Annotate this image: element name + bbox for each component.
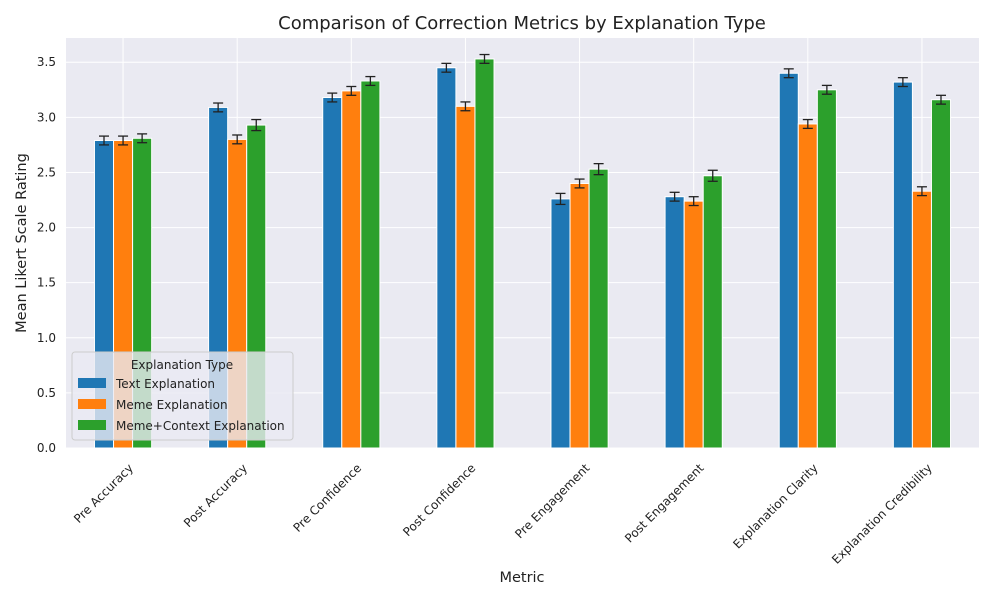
y-axis-label: Mean Likert Scale Rating: [14, 153, 30, 333]
y-tick-label: 3.0: [37, 110, 56, 124]
legend-label: Text Explanation: [115, 377, 215, 391]
y-tick-label: 1.5: [37, 276, 56, 290]
bar: [550, 198, 571, 449]
x-tick-label: Pre Engagement: [512, 461, 592, 541]
legend-label: Meme+Context Explanation: [116, 419, 285, 433]
x-tick-label: Post Accuracy: [181, 461, 250, 530]
x-tick-labels: Pre Accuracy Post Accuracy Pre Confidence P…: [71, 461, 935, 567]
legend-swatch: [78, 420, 106, 430]
x-tick-label: Pre Confidence: [290, 461, 364, 535]
legend-swatch: [78, 399, 106, 409]
legend-items: Text Explanation Meme Explanation Meme+Con…: [78, 377, 285, 433]
x-tick-label: Explanation Clarity: [730, 461, 820, 551]
bar: [892, 81, 913, 449]
bar: [474, 58, 495, 449]
bar: [930, 99, 952, 449]
bar: [455, 105, 476, 449]
y-tick-label: 2.0: [37, 221, 56, 235]
legend-label: Meme Explanation: [116, 398, 228, 412]
bar: [436, 67, 457, 449]
legend: Explanation Type Text Explanation Meme Ex…: [71, 351, 294, 441]
y-tick-label: 0.5: [37, 386, 56, 400]
bar: [683, 200, 704, 449]
bar: [816, 89, 837, 449]
bar: [778, 72, 799, 449]
bar: [664, 196, 685, 449]
y-tick-labels: 0.0 0.5 1.0 1.5 2.0 2.5 3.0 3.5: [37, 55, 56, 455]
bar: [702, 175, 723, 449]
x-tick-label: Explanation Credibility: [829, 461, 935, 567]
x-tick-label: Post Engagement: [622, 461, 707, 546]
y-tick-label: 0.0: [37, 441, 56, 455]
x-axis-label: Metric: [499, 570, 544, 586]
x-tick-label: Pre Accuracy: [71, 461, 136, 526]
bar: [341, 90, 362, 449]
legend-box: [71, 351, 294, 441]
bar: [797, 123, 818, 449]
bar: [588, 168, 609, 449]
bar: [569, 182, 590, 449]
y-tick-label: 3.5: [37, 55, 56, 69]
legend-swatch: [78, 378, 106, 388]
y-tick-label: 1.0: [37, 331, 56, 345]
bar: [322, 97, 343, 449]
bar: [360, 80, 381, 449]
legend-title: Explanation Type: [131, 358, 233, 372]
x-tick-label: Post Confidence: [400, 461, 478, 539]
bar: [911, 190, 932, 449]
chart-title: Comparison of Correction Metrics by Expl…: [278, 13, 766, 34]
y-tick-label: 2.5: [37, 165, 56, 179]
